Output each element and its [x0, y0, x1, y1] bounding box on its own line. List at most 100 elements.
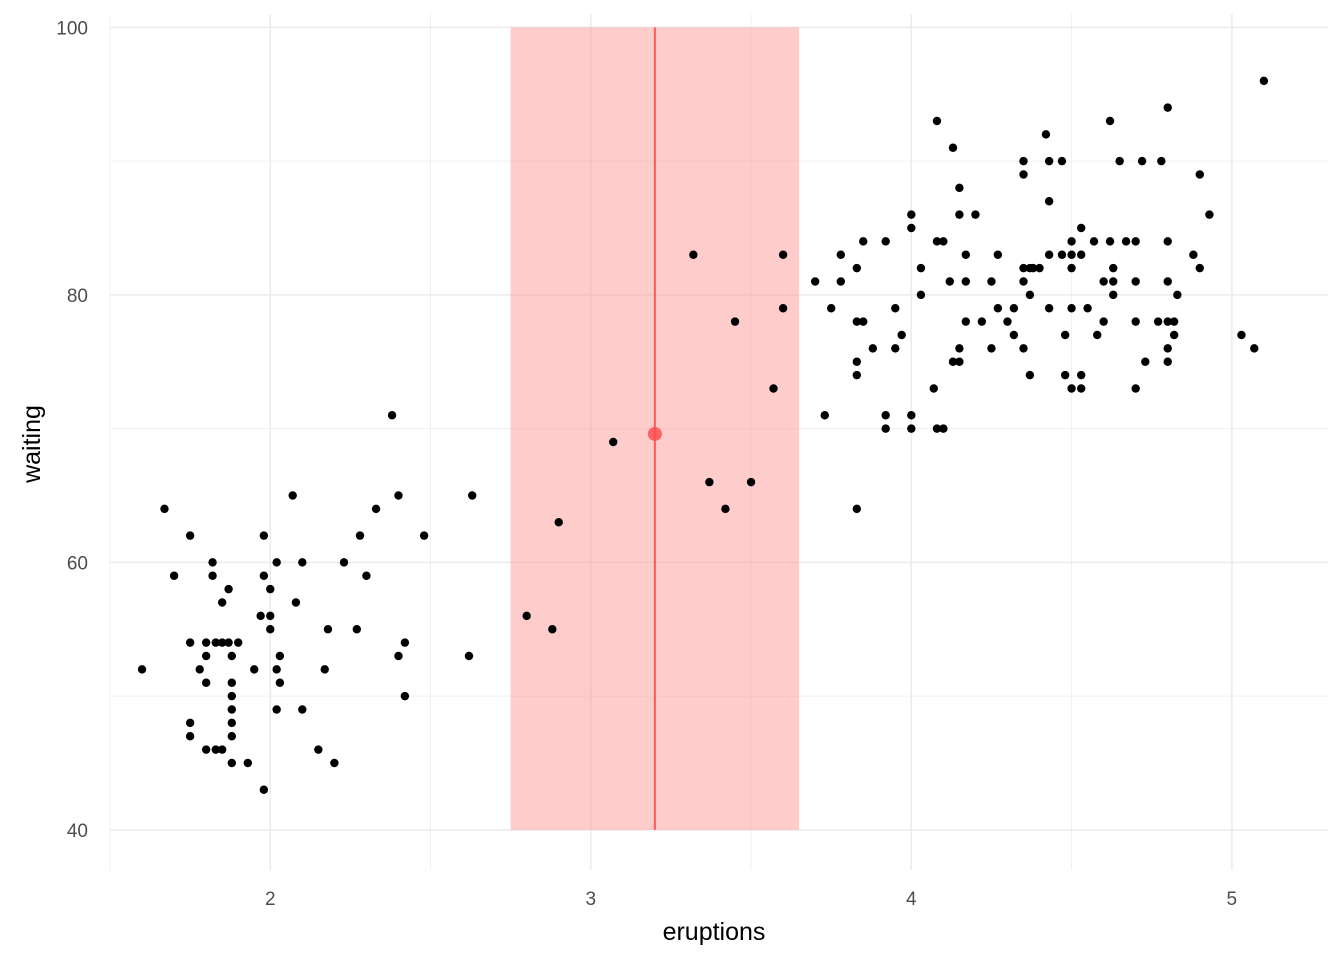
data-point	[1237, 330, 1246, 340]
data-point	[1141, 357, 1150, 366]
highlight-marker	[647, 426, 662, 441]
data-point	[1093, 330, 1102, 340]
x-tick-label: 5	[1227, 889, 1238, 910]
data-point	[185, 732, 195, 741]
data-point	[1115, 156, 1124, 166]
data-point	[275, 651, 285, 661]
data-point	[1035, 263, 1044, 273]
data-point	[201, 638, 211, 647]
data-point	[1019, 156, 1028, 166]
data-point	[852, 504, 862, 514]
highlight-point	[647, 426, 662, 441]
data-point	[185, 638, 195, 647]
data-point	[881, 424, 890, 433]
y-tick-label: 40	[67, 821, 88, 842]
data-point	[1076, 384, 1086, 393]
data-point	[320, 665, 329, 674]
data-point	[1173, 290, 1182, 300]
data-point	[1099, 277, 1108, 286]
data-point	[1067, 384, 1076, 393]
data-point	[1067, 263, 1076, 273]
grid	[109, 14, 1328, 870]
data-point	[288, 491, 297, 500]
data-point	[208, 558, 217, 567]
data-point	[1067, 250, 1076, 259]
data-point	[778, 304, 788, 313]
data-point	[1163, 237, 1172, 246]
y-tick-label: 80	[67, 286, 88, 307]
data-point	[259, 571, 269, 580]
data-point	[689, 250, 698, 259]
data-point	[852, 370, 862, 380]
data-point	[826, 304, 836, 313]
y-axis-title: waiting	[18, 405, 46, 484]
data-point	[730, 317, 740, 326]
data-point	[419, 531, 429, 540]
data-point	[987, 344, 996, 353]
data-point	[169, 571, 179, 580]
x-axis-title: eruptions	[663, 918, 766, 946]
data-point	[266, 611, 275, 621]
data-point	[227, 718, 236, 728]
data-point	[881, 411, 890, 420]
data-point	[1067, 304, 1076, 313]
data-point	[939, 237, 948, 246]
data-point	[371, 504, 381, 514]
data-point	[185, 718, 195, 728]
data-point	[522, 611, 531, 621]
data-points	[137, 76, 1269, 794]
data-point	[1109, 277, 1118, 286]
data-point	[1057, 250, 1067, 259]
data-point	[352, 625, 362, 634]
data-point	[1157, 156, 1166, 166]
data-point	[387, 411, 397, 420]
data-point	[961, 317, 971, 326]
data-point	[400, 691, 410, 701]
data-point	[955, 357, 964, 366]
data-point	[1076, 223, 1086, 233]
data-point	[993, 304, 1003, 313]
x-tick-label: 3	[586, 889, 597, 910]
data-point	[1163, 277, 1172, 286]
data-point	[227, 651, 236, 661]
data-point	[836, 250, 845, 259]
y-tick-label: 60	[67, 553, 88, 574]
data-point	[227, 758, 236, 768]
data-point	[266, 584, 275, 594]
data-point	[932, 116, 942, 126]
data-point	[1067, 237, 1076, 246]
data-point	[705, 477, 714, 487]
data-point	[948, 357, 958, 366]
data-point	[208, 571, 217, 580]
data-point	[339, 558, 349, 567]
data-point	[1089, 237, 1099, 246]
data-point	[1076, 370, 1086, 380]
data-point	[1060, 330, 1070, 340]
data-point	[201, 651, 211, 661]
data-point	[932, 237, 942, 246]
data-point	[394, 651, 403, 661]
data-point	[1076, 250, 1086, 259]
data-point	[1083, 304, 1092, 313]
y-tick-label: 100	[56, 18, 88, 39]
data-point	[224, 584, 233, 594]
data-point	[1044, 304, 1054, 313]
data-point	[955, 183, 964, 193]
data-point	[1131, 317, 1140, 326]
data-point	[778, 250, 788, 259]
data-point	[291, 598, 301, 607]
data-point	[939, 424, 948, 433]
data-point	[1131, 237, 1140, 246]
data-point	[852, 317, 862, 326]
data-point	[400, 638, 410, 647]
data-point	[211, 745, 220, 754]
data-point	[272, 665, 281, 674]
data-point	[1057, 156, 1067, 166]
x-tick-label: 2	[265, 889, 276, 910]
data-point	[298, 558, 307, 567]
data-point	[1025, 370, 1035, 380]
data-point	[1131, 277, 1140, 286]
data-point	[1163, 103, 1172, 112]
data-point	[1019, 263, 1028, 273]
data-point	[1044, 197, 1054, 206]
